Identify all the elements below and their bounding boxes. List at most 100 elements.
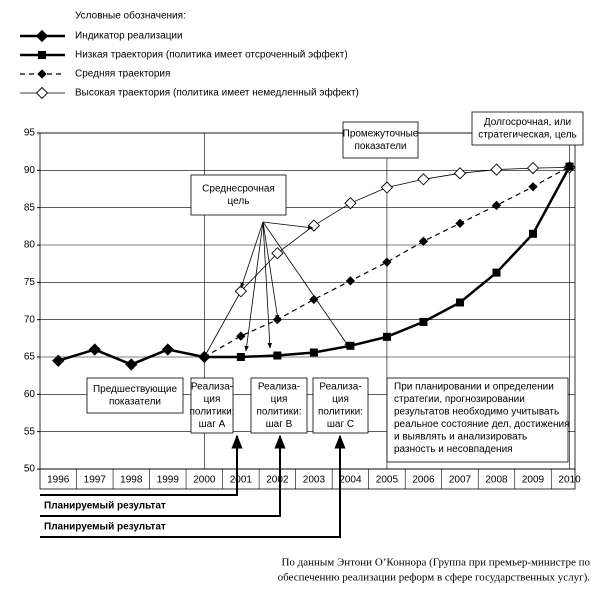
source: По данным Энтони О’Коннора (Группа при п… <box>281 557 590 569</box>
annotation-text: шаг B <box>266 419 293 430</box>
source: обеспечению реализации реформ в сфере го… <box>278 572 591 584</box>
x-tick-label: 2002 <box>266 475 289 486</box>
arrow <box>262 221 314 230</box>
annotation-text: стратегии, прогнозировании <box>394 394 525 405</box>
marker <box>453 167 467 180</box>
marker <box>344 197 357 210</box>
marker <box>309 348 318 357</box>
x-tick-row <box>39 468 576 490</box>
x-tick-label: 2010 <box>558 475 581 486</box>
legend-marker <box>37 69 47 79</box>
legend-label: Высокая траектория (политика имеет немед… <box>75 87 359 99</box>
annotation-text: шаг A <box>199 419 226 430</box>
marker <box>565 162 574 171</box>
marker <box>236 353 245 361</box>
annotation-text: Долгосрочная, или <box>484 117 571 128</box>
y-tick-label: 60 <box>24 389 36 400</box>
annotation-box <box>250 377 308 434</box>
x-tick-label: 2001 <box>230 475 253 486</box>
planned-label: Планируемый результат <box>44 501 166 512</box>
annotation-text: цель <box>228 196 250 207</box>
arrow <box>244 221 264 352</box>
marker <box>529 229 538 238</box>
legend-marker <box>35 29 49 43</box>
marker <box>419 317 428 326</box>
annotation-text: Среднесрочная <box>202 183 275 194</box>
annotation-text: показатели <box>109 396 161 407</box>
marker <box>234 285 247 298</box>
annotation-text: показатели <box>354 141 406 152</box>
x-tick-label: 2008 <box>485 475 508 486</box>
y-tick-label: 75 <box>24 277 36 288</box>
x-tick-label: 2009 <box>522 475 545 486</box>
x-tick-label: 2006 <box>412 475 435 486</box>
annotation-box <box>190 174 287 216</box>
marker <box>418 236 429 246</box>
annotation-text: стратегическая, цель <box>478 129 577 140</box>
annotation-text: ция <box>271 394 288 405</box>
y-tick-label: 95 <box>24 128 36 139</box>
x-tick-label: 2005 <box>376 475 399 486</box>
y-tick-label: 55 <box>24 426 36 437</box>
marker <box>198 350 211 364</box>
y-tick-label: 90 <box>24 165 36 176</box>
y-tick-label: 65 <box>24 352 36 363</box>
series-line <box>204 166 570 358</box>
marker <box>526 161 540 175</box>
annotation-text: разность и несовпадения <box>394 444 513 455</box>
marker <box>528 182 538 192</box>
marker <box>345 276 356 286</box>
marker <box>236 331 246 341</box>
marker <box>307 219 321 232</box>
x-tick-label: 1998 <box>120 475 143 486</box>
annotation-text: и выявлять и анализировать <box>394 432 527 443</box>
x-tick-label: 2007 <box>449 475 472 486</box>
marker <box>382 257 392 267</box>
annotation-text: ция <box>204 394 221 405</box>
annotation-text: Реализа- <box>319 381 361 392</box>
arrow <box>262 221 280 321</box>
marker <box>455 218 465 228</box>
marker <box>455 298 464 307</box>
arrow <box>262 221 272 349</box>
x-tick-label: 1996 <box>47 475 70 486</box>
marker <box>490 163 503 176</box>
annotation-text: Реализа- <box>191 381 233 392</box>
marker <box>88 343 101 356</box>
marker <box>382 332 391 341</box>
marker <box>309 294 319 305</box>
marker <box>491 200 502 211</box>
annotation-text: Промежуточные <box>343 128 419 139</box>
marker <box>273 351 282 360</box>
legend-label: Низкая траектория (политика имеет отсроч… <box>75 49 348 61</box>
arrow <box>240 221 264 289</box>
legend-label: Индикатор реализации <box>75 31 183 42</box>
annotation-text: реальное состояние дел, достижения <box>394 419 570 430</box>
annotation-box <box>386 377 569 463</box>
x-tick-label: 2003 <box>303 475 326 486</box>
annotation-box <box>471 111 584 146</box>
annotation-text: ция <box>332 394 349 405</box>
legend-label: Средняя траектория <box>75 69 170 80</box>
annotation-text: Реализа- <box>258 381 300 392</box>
marker <box>417 173 430 186</box>
marker <box>52 354 65 367</box>
annotation-text: политики: <box>318 406 363 417</box>
marker <box>346 341 355 350</box>
marker <box>125 358 138 371</box>
x-tick-label: 1999 <box>157 475 180 486</box>
annotation-text: шаг C <box>327 419 354 430</box>
y-tick-label: 85 <box>24 202 36 213</box>
annotation-box <box>312 377 369 434</box>
annotation-text: При планировании и определении <box>394 382 554 393</box>
y-tick-label: 50 <box>24 464 36 475</box>
annotation-box <box>86 377 184 414</box>
marker <box>380 181 394 194</box>
arrow <box>262 221 350 348</box>
legend-marker <box>38 51 46 59</box>
marker <box>492 268 501 277</box>
y-tick-label: 70 <box>24 314 36 325</box>
marker <box>271 247 284 260</box>
